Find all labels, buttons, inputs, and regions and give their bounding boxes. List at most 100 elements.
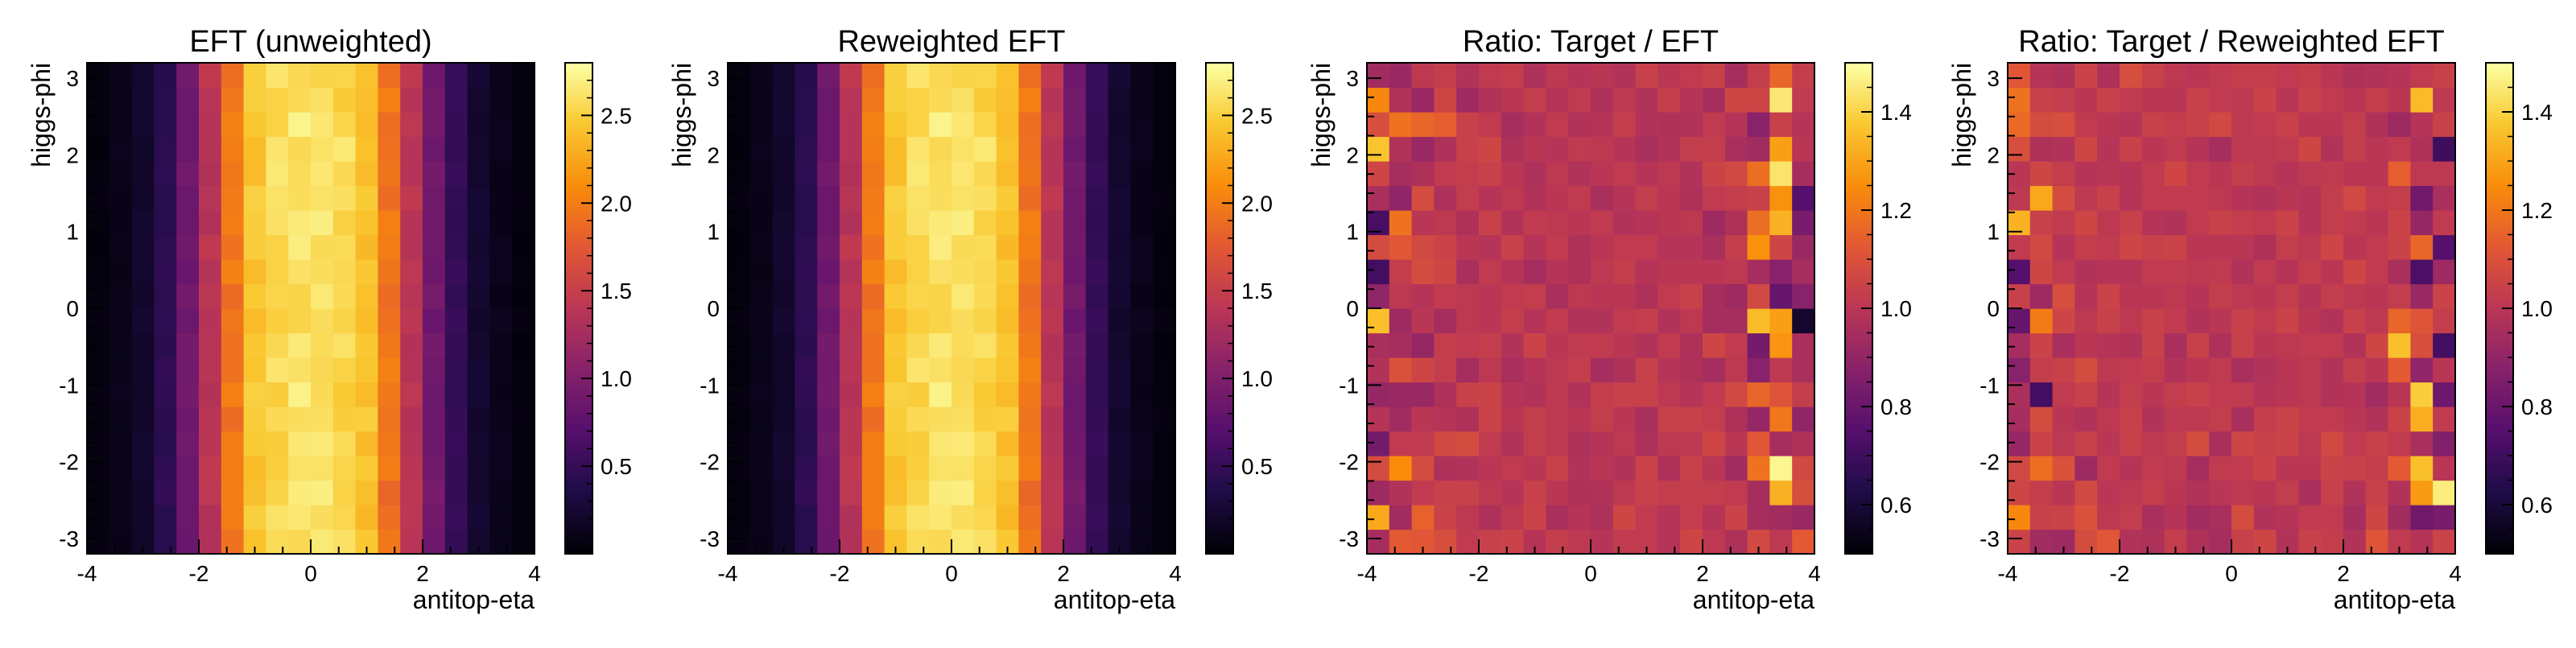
- heatmap-cell: [2209, 161, 2232, 187]
- heatmap-cell: [1018, 456, 1042, 481]
- heatmap-cell: [1411, 308, 1435, 334]
- colorbar-segment: [1206, 124, 1233, 130]
- heatmap-cell: [906, 308, 930, 334]
- heatmap-cell: [1523, 431, 1546, 456]
- colorbar-segment: [1845, 447, 1872, 452]
- colorbar-segment: [1845, 246, 1872, 252]
- heatmap-cell: [2052, 63, 2075, 89]
- heatmap-cell: [1153, 259, 1176, 285]
- heatmap-cell: [1389, 234, 1413, 260]
- heatmap-cell: [489, 332, 513, 358]
- heatmap-cell: [467, 161, 490, 187]
- heatmap-cell: [1389, 431, 1413, 456]
- heatmap-cell: [929, 283, 952, 309]
- heatmap-cell: [1612, 210, 1637, 236]
- heatmap-cell: [795, 87, 818, 113]
- heatmap-cell: [1108, 259, 1131, 285]
- heatmap-cell: [1018, 185, 1042, 211]
- heatmap-cell: [1635, 480, 1658, 506]
- heatmap-cell: [1434, 529, 1457, 555]
- heatmap-cell: [952, 332, 975, 358]
- heatmap-cell: [1018, 161, 1042, 187]
- heatmap-cell: [2186, 63, 2210, 89]
- heatmap-cell: [929, 136, 952, 162]
- colorbar-tick-label: 2.5: [1241, 103, 1273, 128]
- heatmap-cell: [884, 456, 907, 481]
- colorbar-segment: [1206, 279, 1233, 285]
- heatmap-cell: [795, 283, 818, 309]
- heatmap-cell: [266, 431, 289, 456]
- heatmap-cell: [884, 332, 907, 358]
- heatmap-cell: [489, 136, 513, 162]
- heatmap-cell: [87, 283, 110, 309]
- heatmap-cell: [1747, 136, 1770, 162]
- heatmap-cell: [266, 308, 289, 334]
- heatmap-cell: [1635, 357, 1658, 383]
- colorbar-segment: [1206, 275, 1233, 281]
- heatmap-cell: [817, 87, 840, 113]
- heatmap-cell: [1792, 529, 1815, 555]
- heatmap-cell: [1747, 480, 1770, 506]
- colorbar-segment: [1845, 238, 1872, 244]
- heatmap-cell: [355, 185, 378, 211]
- colorbar-segment: [1206, 308, 1233, 313]
- x-tick-label: 4: [1808, 561, 1821, 586]
- colorbar-segment: [565, 439, 592, 444]
- heatmap-cell: [288, 136, 312, 162]
- colorbar-segment: [1206, 83, 1233, 89]
- heatmap-cell: [952, 210, 975, 236]
- heatmap-cell: [2433, 63, 2456, 89]
- heatmap-cell: [2253, 357, 2277, 383]
- colorbar-segment: [565, 132, 592, 138]
- colorbar-segment: [1206, 295, 1233, 301]
- colorbar-segment: [1845, 193, 1872, 199]
- colorbar-tick-label: 0.6: [2521, 493, 2553, 518]
- heatmap-cell: [2164, 332, 2187, 358]
- heatmap-cell: [1479, 259, 1502, 285]
- heatmap-cell: [906, 234, 930, 260]
- heatmap-cell: [728, 234, 751, 260]
- heatmap-cell: [749, 407, 774, 432]
- heatmap-cell: [87, 136, 110, 162]
- heatmap-cell: [489, 161, 513, 187]
- colorbar-segment: [1845, 341, 1872, 346]
- heatmap-cell: [1612, 259, 1637, 285]
- heatmap-cell: [2410, 210, 2434, 236]
- heatmap-cell: [2321, 308, 2344, 334]
- heatmap-cell: [1546, 431, 1569, 456]
- colorbar-segment: [565, 336, 592, 342]
- heatmap-cell: [1792, 308, 1815, 334]
- heatmap-cell: [1546, 161, 1569, 187]
- heatmap-cell: [840, 112, 863, 138]
- heatmap-cell: [2074, 234, 2098, 260]
- heatmap-cell: [1724, 456, 1748, 481]
- heatmap-cell: [176, 456, 200, 481]
- heatmap-cell: [2343, 234, 2367, 260]
- colorbar-segment: [1845, 120, 1872, 126]
- colorbar-segment: [565, 189, 592, 195]
- heatmap-cell: [1612, 407, 1637, 432]
- heatmap-cell: [512, 283, 535, 309]
- heatmap-cell: [288, 161, 312, 187]
- heatmap-cell: [1769, 332, 1793, 358]
- heatmap-cell: [728, 431, 751, 456]
- heatmap-cell: [952, 357, 975, 383]
- heatmap-cell: [1657, 210, 1681, 236]
- x-tick-label: 0: [1584, 561, 1597, 586]
- heatmap-cell: [1041, 480, 1064, 506]
- colorbar-segment: [2486, 398, 2513, 403]
- heatmap-cell: [795, 456, 818, 481]
- colorbar-segment: [2486, 91, 2513, 97]
- colorbar-segment: [1845, 152, 1872, 158]
- heatmap-cell: [795, 112, 818, 138]
- colorbar-segment: [1206, 99, 1233, 105]
- heatmap-cell: [2141, 480, 2165, 506]
- heatmap-cell: [444, 332, 469, 358]
- heatmap-cell: [1041, 332, 1064, 358]
- colorbar-segment: [565, 505, 592, 510]
- heatmap-cell: [109, 505, 133, 530]
- heatmap-cell: [1479, 87, 1502, 113]
- colorbar-segment: [1845, 230, 1872, 236]
- heatmap-cell: [2141, 185, 2165, 211]
- colorbar-segment: [565, 435, 592, 440]
